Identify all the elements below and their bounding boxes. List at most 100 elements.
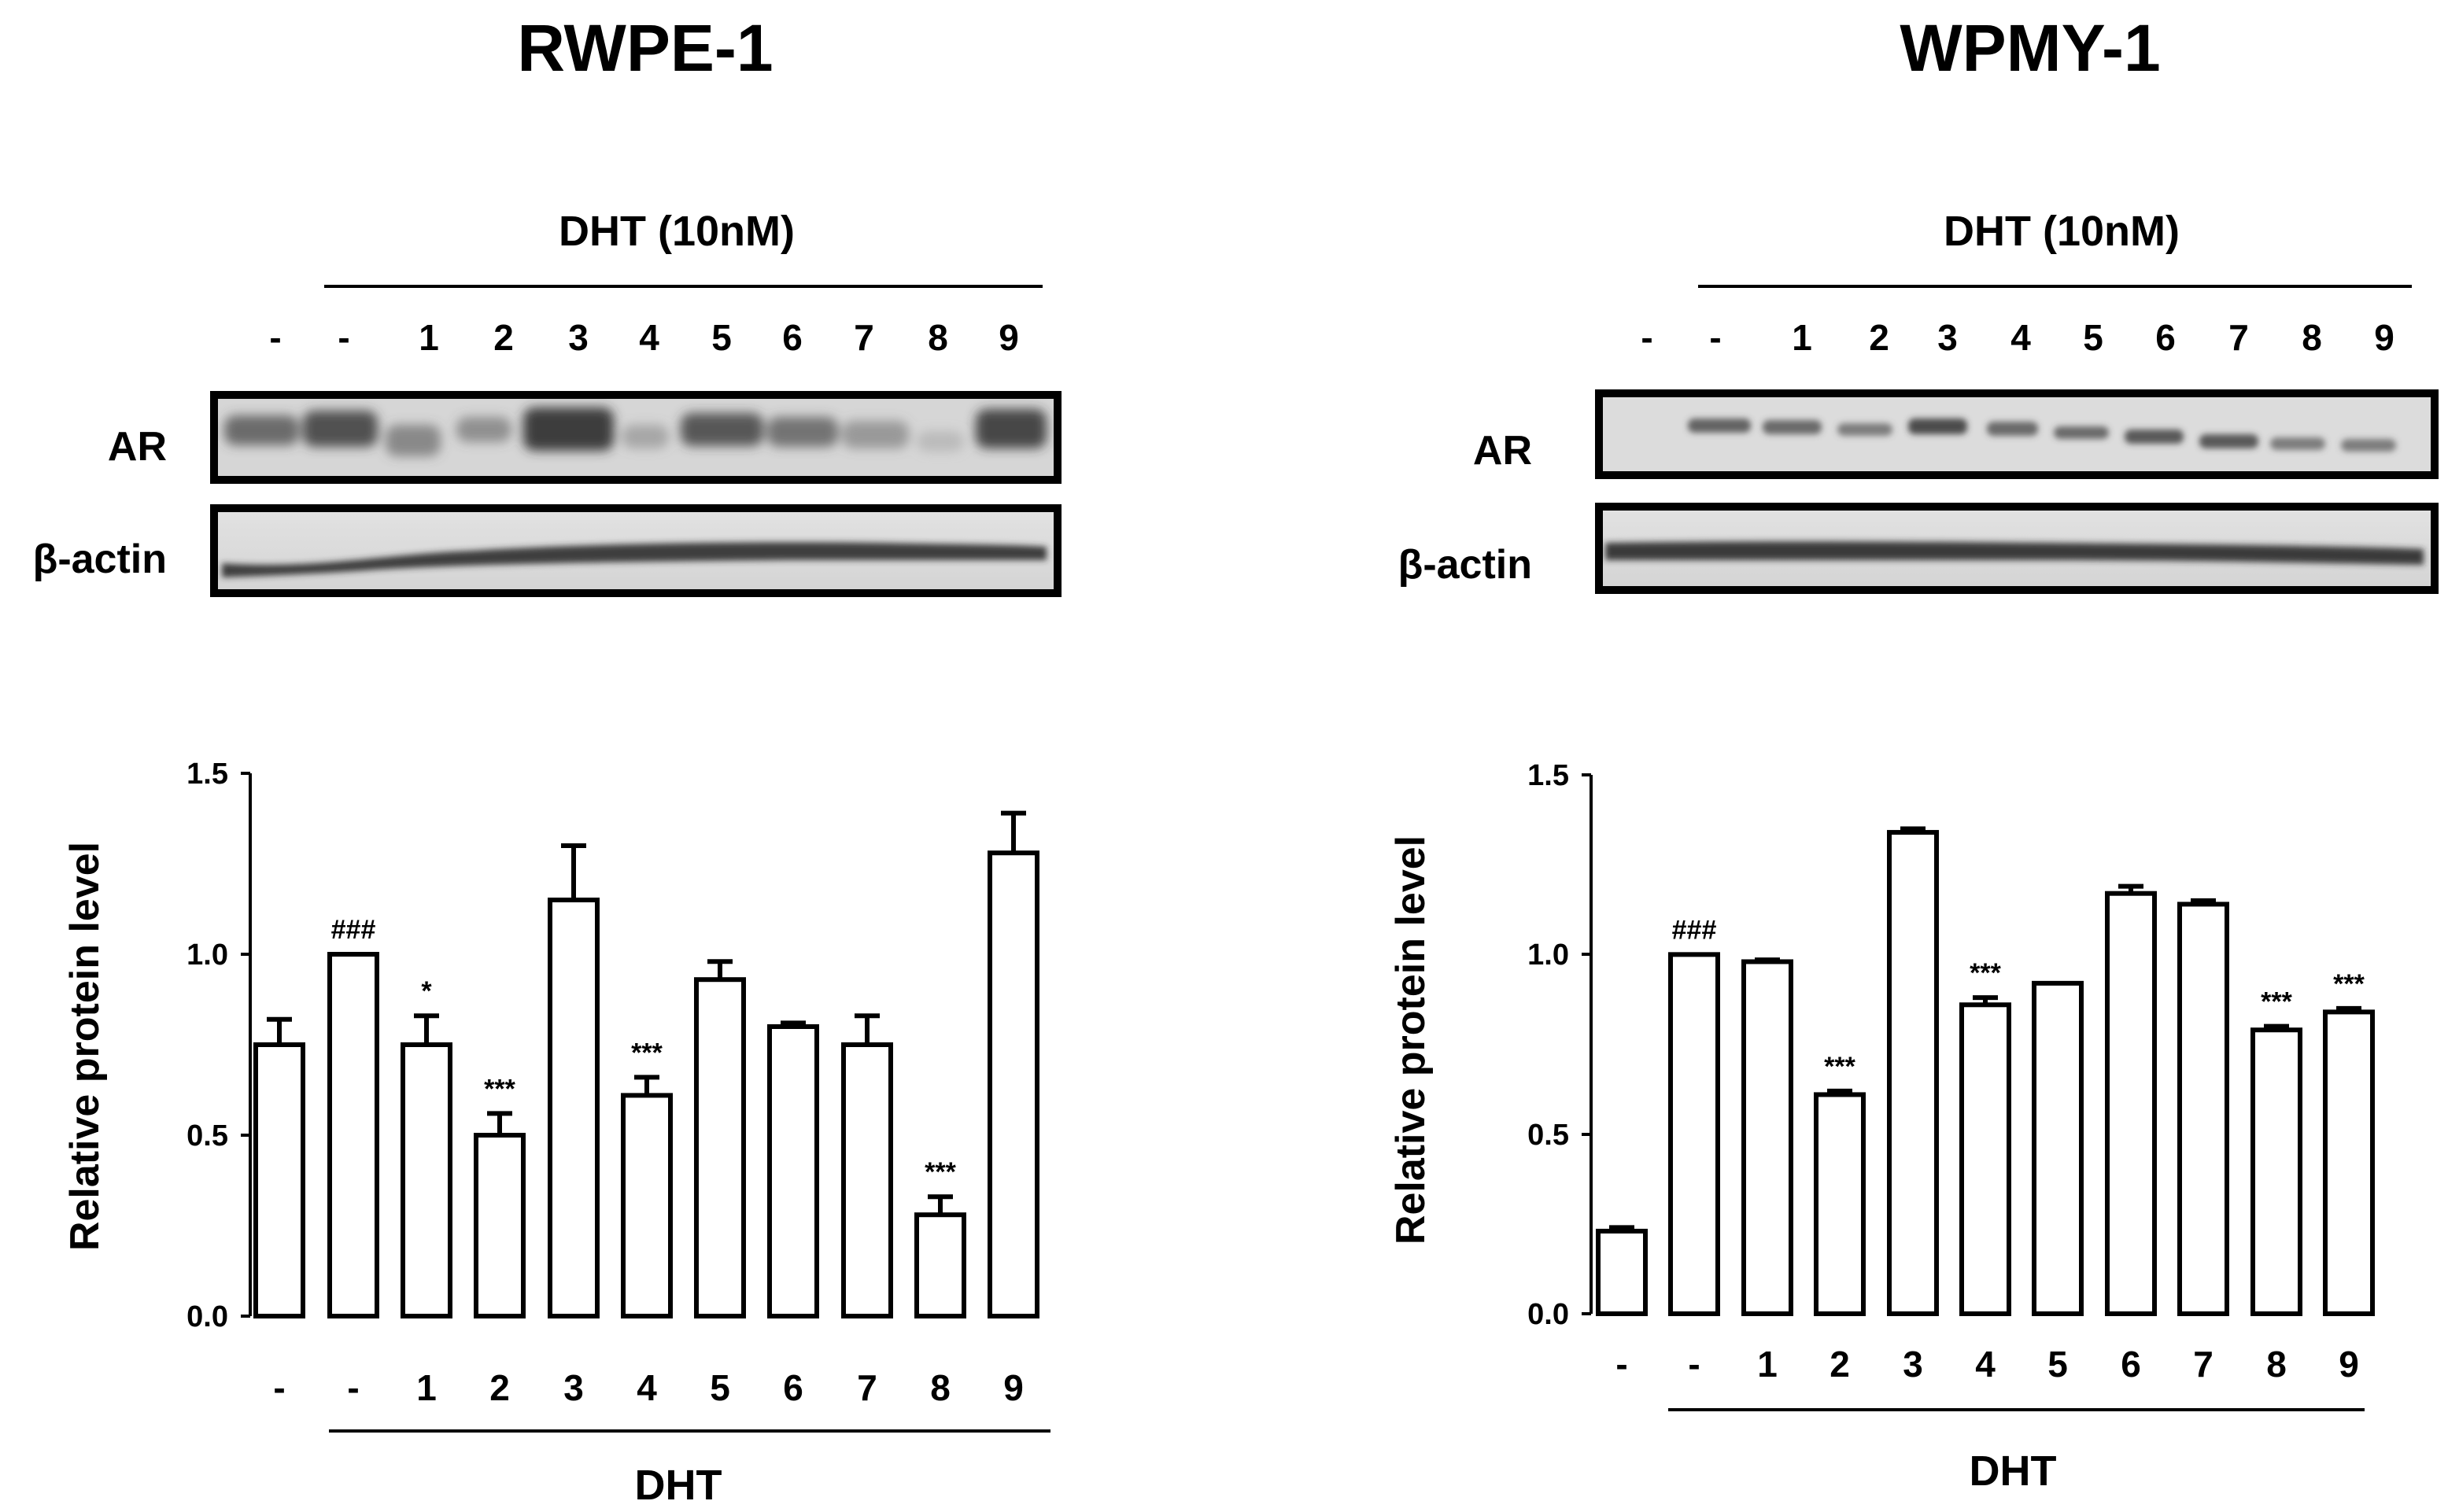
y-axis-label: Relative protein level xyxy=(1388,835,1434,1245)
x-category-label: 3 xyxy=(563,1367,584,1408)
x-category-label: 7 xyxy=(2193,1344,2214,1385)
bar xyxy=(401,1042,452,1318)
bar xyxy=(2032,980,2084,1317)
bar xyxy=(1741,959,1793,1316)
bars xyxy=(1596,830,2375,1317)
x-category-label: 5 xyxy=(2047,1344,2068,1385)
significance-label: ### xyxy=(1672,915,1717,945)
treatment-label-top: DHT (10nM) xyxy=(1944,208,2180,255)
x-category-label: - xyxy=(1615,1344,1627,1385)
x-category-label: - xyxy=(273,1367,285,1408)
x-category-label: 6 xyxy=(783,1367,803,1408)
bar xyxy=(621,1093,673,1319)
lane-label: 7 xyxy=(2228,317,2249,358)
blot-label-actin: β-actin xyxy=(1398,542,1532,588)
panel-rwpe1: RWPE-1 DHT (10nM) - - 1 2 3 4 5 6 7 8 9 … xyxy=(33,11,1062,1509)
lane-label: - xyxy=(338,317,349,358)
lane-label: 1 xyxy=(1792,317,1812,358)
lane-label: 3 xyxy=(1937,317,1958,358)
lane-label: 2 xyxy=(1869,317,1889,358)
x-category-label: 6 xyxy=(2121,1344,2141,1385)
error-bar xyxy=(2336,1005,2361,1012)
blot-label-ar: AR xyxy=(1473,428,1532,474)
bar-chart: Relative protein level 0.0 0.5 1.0 1.5 xyxy=(62,758,1050,1509)
error-bar xyxy=(707,959,733,980)
error-bar xyxy=(928,1194,953,1215)
error-bar xyxy=(414,1013,439,1045)
western-blot-actin xyxy=(1595,503,2439,594)
x-category-label: 3 xyxy=(1903,1344,1923,1385)
bar xyxy=(2177,902,2229,1316)
error-bar xyxy=(1001,810,1026,854)
error-bar xyxy=(1900,826,1926,833)
lane-label: 1 xyxy=(419,317,439,358)
bar xyxy=(253,1042,305,1318)
error-bar xyxy=(2118,883,2143,894)
lane-labels: - - 1 2 3 4 5 6 7 8 9 xyxy=(1641,317,2394,358)
error-bar xyxy=(781,1020,806,1027)
panel-title: WPMY-1 xyxy=(1900,11,2160,85)
x-category-labels: - - 1 2 3 4 5 6 7 8 9 xyxy=(273,1367,1023,1408)
error-bar xyxy=(487,1111,512,1135)
lane-label: 8 xyxy=(928,317,948,358)
x-category-label: 9 xyxy=(1003,1367,1024,1408)
bar xyxy=(767,1024,819,1318)
lane-label: 4 xyxy=(639,317,659,358)
x-category-label: - xyxy=(347,1367,359,1408)
significance-label: *** xyxy=(484,1074,515,1104)
error-bar xyxy=(561,843,586,900)
lane-label: 9 xyxy=(999,317,1019,358)
error-bar xyxy=(2191,898,2216,905)
blot-label-ar: AR xyxy=(108,424,167,470)
y-tick-label: 0.0 xyxy=(1527,1298,1569,1331)
error-bar xyxy=(1609,1225,1634,1231)
bar xyxy=(841,1042,893,1318)
bar xyxy=(2105,891,2157,1316)
significance-label: * xyxy=(421,976,432,1006)
blot-label-actin: β-actin xyxy=(33,537,167,582)
lane-label: 9 xyxy=(2374,317,2394,358)
lane-label: 8 xyxy=(2302,317,2322,358)
x-category-label: 9 xyxy=(2339,1344,2359,1385)
y-tick-label: 1.0 xyxy=(186,939,228,972)
bar xyxy=(1814,1092,1866,1317)
bar xyxy=(1668,952,1720,1317)
significance-label: ### xyxy=(331,915,376,945)
significance-label: *** xyxy=(2261,987,2292,1017)
error-bar xyxy=(1827,1088,1852,1095)
x-category-label: 8 xyxy=(930,1367,951,1408)
western-blot-ar xyxy=(210,391,1062,484)
lane-label: - xyxy=(1641,317,1652,358)
x-axis-label: DHT xyxy=(635,1462,722,1509)
error-bar xyxy=(634,1075,659,1096)
x-category-label: 8 xyxy=(2266,1344,2287,1385)
x-category-label: 5 xyxy=(710,1367,730,1408)
bar xyxy=(548,898,600,1318)
significance-labels: ### * *** *** *** xyxy=(331,915,957,1187)
bar xyxy=(2323,1009,2375,1317)
lane-label: 7 xyxy=(854,317,874,358)
y-tick-label: 0.0 xyxy=(186,1300,228,1333)
bar-chart: Relative protein level 0.0 0.5 1.0 1.5 xyxy=(1388,759,2375,1495)
error-bars xyxy=(267,810,1026,1215)
bar xyxy=(1959,1002,2011,1317)
significance-label: *** xyxy=(1824,1052,1855,1082)
x-category-label: 2 xyxy=(489,1367,510,1408)
lane-label: 6 xyxy=(782,317,803,358)
x-axis-label: DHT xyxy=(1970,1447,2057,1495)
x-category-label: 4 xyxy=(1975,1344,1996,1385)
bar xyxy=(914,1212,966,1318)
error-bar xyxy=(2264,1023,2289,1031)
significance-labels: ### *** *** *** *** xyxy=(1672,915,2365,1082)
significance-label: *** xyxy=(1970,958,2001,988)
x-category-label: 1 xyxy=(416,1367,437,1408)
bar xyxy=(327,952,379,1318)
lane-label: 5 xyxy=(711,317,732,358)
lane-label: 6 xyxy=(2155,317,2176,358)
bar xyxy=(1596,1228,1648,1317)
lane-labels: - - 1 2 3 4 5 6 7 8 9 xyxy=(269,317,1018,358)
y-axis-label: Relative protein level xyxy=(62,842,108,1251)
lane-label: 4 xyxy=(2010,317,2031,358)
lane-label: 2 xyxy=(493,317,514,358)
